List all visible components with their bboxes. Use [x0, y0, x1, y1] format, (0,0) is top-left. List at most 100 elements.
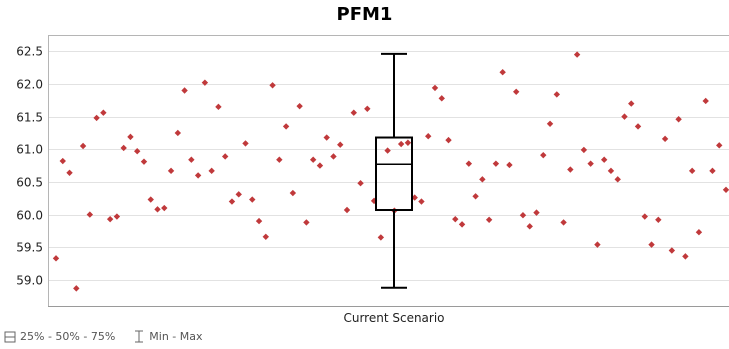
legend-item-whisker: Min - Max: [133, 330, 203, 343]
scatter-point: [661, 135, 669, 143]
legend-box-label: 25% - 50% - 75%: [20, 330, 116, 343]
scatter-point: [147, 196, 154, 203]
scatter-point: [255, 217, 263, 225]
scatter-point: [594, 241, 601, 248]
scatter-point: [215, 103, 222, 111]
scatter-point: [458, 221, 466, 228]
scatter-point: [546, 120, 554, 128]
scatter-point: [350, 109, 357, 116]
iqr-box: [375, 136, 413, 212]
scatter-point: [134, 148, 141, 155]
scatter-point: [269, 82, 276, 89]
scatter-point: [194, 172, 202, 179]
scatter-point: [397, 140, 405, 148]
legend: 25% - 50% - 75% Min - Max: [4, 330, 221, 343]
scatter-point: [228, 198, 236, 205]
scatter-point: [668, 247, 676, 254]
scatter-point: [452, 215, 459, 223]
scatter-point: [364, 105, 371, 112]
scatter-point: [235, 191, 242, 198]
scatter-point: [357, 180, 364, 187]
whisker-legend-icon: [135, 330, 144, 343]
scatter-point: [634, 123, 642, 130]
scatter-point: [418, 198, 425, 205]
chart-title: PFM1: [336, 4, 393, 25]
scatter-point: [695, 229, 703, 236]
scatter-point: [607, 167, 615, 175]
scatter-point: [431, 84, 439, 92]
scatter-point: [296, 102, 303, 110]
scatter-point: [127, 133, 134, 141]
scatter-point: [540, 151, 547, 159]
scatter-point: [330, 153, 337, 160]
scatter-point: [560, 219, 567, 226]
scatter-point: [709, 167, 716, 175]
scatter-point: [276, 156, 283, 163]
scatter-point: [161, 204, 168, 212]
scatter-point: [614, 176, 621, 183]
scatter-point: [221, 153, 229, 160]
scatter-point: [682, 253, 689, 260]
y-tick-label: 62.5: [16, 45, 43, 59]
scatter-point: [93, 114, 100, 122]
scatter-point: [641, 213, 648, 220]
scatter-point: [580, 146, 588, 154]
scatter-point: [86, 211, 94, 218]
scatter-point: [519, 212, 527, 219]
scatter-point: [567, 166, 574, 173]
scatter-point: [262, 233, 269, 240]
scatter-point: [59, 157, 66, 165]
y-tick-label: 59.0: [16, 274, 43, 288]
scatter-point: [377, 234, 385, 241]
scatter-point: [120, 144, 127, 152]
scatter-point: [249, 196, 256, 203]
scatter-point: [201, 79, 209, 86]
scatter-point: [438, 95, 445, 102]
y-tick-label: 60.5: [16, 176, 43, 190]
scatter-point: [282, 123, 290, 130]
y-tick-label: 61.0: [16, 143, 43, 157]
scatter-point: [79, 142, 87, 150]
y-tick-label: 59.5: [16, 241, 43, 255]
scatter-point: [100, 109, 107, 116]
scatter-point: [533, 209, 540, 216]
scatter-point: [411, 194, 418, 201]
plot-area: 62.5 62.0 61.5 61.0 60.5 60.0 59.5 59.0 Current …: [16, 35, 729, 325]
scatter-point: [404, 139, 412, 146]
scatter-point: [303, 219, 310, 226]
scatter-point: [702, 97, 709, 105]
scatter-point: [154, 206, 161, 213]
scatter-point: [506, 161, 513, 169]
scatter-point: [499, 69, 506, 76]
legend-whisker-label: Min - Max: [149, 330, 203, 343]
scatter-point: [167, 167, 175, 175]
scatter-point: [337, 141, 344, 148]
scatter-point: [140, 158, 148, 165]
scatter-point: [479, 176, 486, 183]
x-axis-label: Current Scenario: [343, 311, 444, 325]
scatter-point: [573, 51, 581, 58]
box-legend-icon: [4, 331, 16, 342]
scatter-point: [323, 134, 330, 141]
scatter-point: [526, 223, 533, 230]
scatter-point: [188, 156, 195, 163]
scatter-point: [648, 241, 655, 248]
scatter-point: [485, 216, 493, 224]
scatter-point: [316, 162, 324, 169]
y-tick-label: 61.5: [16, 111, 43, 125]
scatter-point: [513, 88, 520, 96]
scatter-point: [208, 167, 215, 175]
scatter-point: [289, 189, 297, 197]
scatter-point: [106, 215, 114, 223]
scatter-point: [425, 133, 432, 140]
scatter-point: [628, 100, 635, 107]
scatter-point: [66, 169, 73, 176]
scatter-point: [309, 156, 317, 163]
scatter-point: [113, 213, 121, 220]
scatter-point: [722, 186, 729, 193]
scatter-point: [655, 216, 662, 224]
scatter-point: [174, 129, 182, 137]
legend-item-box: 25% - 50% - 75%: [4, 330, 115, 343]
scatter-point: [384, 147, 391, 154]
